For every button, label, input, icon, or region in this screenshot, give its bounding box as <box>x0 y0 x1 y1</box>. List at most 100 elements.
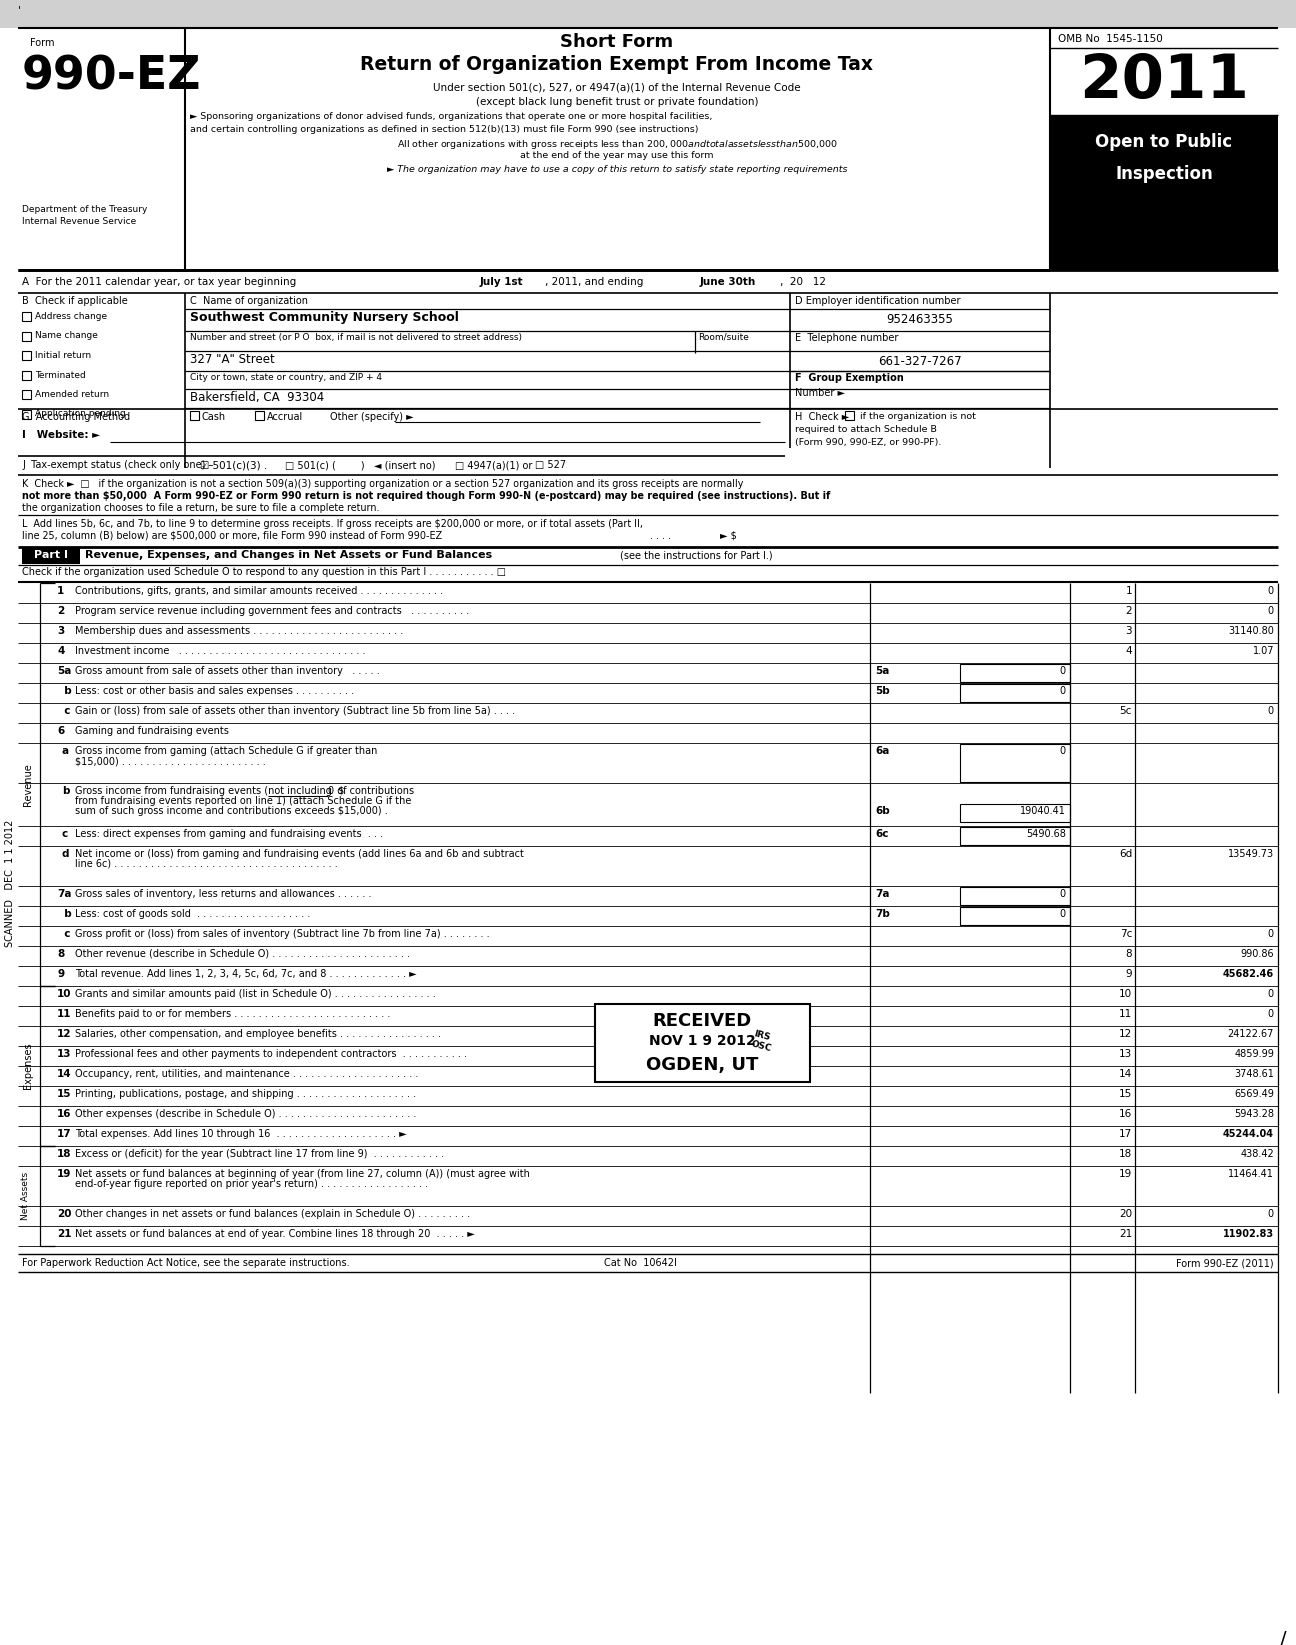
Text: the organization chooses to file a return, be sure to file a complete return.: the organization chooses to file a retur… <box>22 503 380 513</box>
Text: 13: 13 <box>57 1050 71 1059</box>
Bar <box>1050 115 1278 270</box>
Text: sum of such gross income and contributions exceeds $15,000) .: sum of such gross income and contributio… <box>75 806 388 816</box>
Text: Contributions, gifts, grants, and similar amounts received . . . . . . . . . . .: Contributions, gifts, grants, and simila… <box>75 586 443 595</box>
Text: Total expenses. Add lines 10 through 16  . . . . . . . . . . . . . . . . . . . .: Total expenses. Add lines 10 through 16 … <box>75 1128 407 1138</box>
Text: 9: 9 <box>1125 969 1131 979</box>
Text: Accrual: Accrual <box>267 411 303 423</box>
Bar <box>960 906 1070 924</box>
Text: 15: 15 <box>1118 1089 1131 1099</box>
Text: ,  20   12: , 20 12 <box>780 276 826 286</box>
Text: 19: 19 <box>1118 1170 1131 1179</box>
Text: 0: 0 <box>1060 666 1067 676</box>
Text: Other expenses (describe in Schedule O) . . . . . . . . . . . . . . . . . . . . : Other expenses (describe in Schedule O) … <box>75 1109 416 1119</box>
Text: c: c <box>62 829 69 839</box>
Text: Excess or (deficit) for the year (Subtract line 17 from line 9)  . . . . . . . .: Excess or (deficit) for the year (Subtra… <box>75 1148 445 1160</box>
Text: 2: 2 <box>57 605 65 615</box>
Text: 0: 0 <box>1060 745 1067 757</box>
Bar <box>22 350 31 360</box>
Text: from fundraising events reported on line 1) (attach Schedule G if the: from fundraising events reported on line… <box>75 796 411 806</box>
Text: Application pending: Application pending <box>35 410 126 418</box>
Text: L  Add lines 5b, 6c, and 7b, to line 9 to determine gross receipts. If gross rec: L Add lines 5b, 6c, and 7b, to line 9 to… <box>22 520 643 530</box>
Text: Terminated: Terminated <box>35 370 86 380</box>
Text: Other changes in net assets or fund balances (explain in Schedule O) . . . . . .: Other changes in net assets or fund bala… <box>75 1209 470 1219</box>
Text: c: c <box>57 929 70 939</box>
Text: 11: 11 <box>1118 1008 1131 1018</box>
Bar <box>22 548 80 564</box>
Text: □ 4947(a)(1) or: □ 4947(a)(1) or <box>455 461 533 470</box>
Text: Part I: Part I <box>34 549 67 559</box>
Text: 18: 18 <box>57 1148 71 1160</box>
Bar <box>960 804 1070 822</box>
Bar <box>22 313 31 321</box>
Text: 5943.28: 5943.28 <box>1234 1109 1274 1119</box>
Text: 21: 21 <box>1118 1229 1131 1239</box>
Text: ': ' <box>18 5 21 15</box>
Text: 5490.68: 5490.68 <box>1026 829 1067 839</box>
Bar <box>22 390 31 400</box>
Text: Southwest Community Nursery School: Southwest Community Nursery School <box>191 311 459 324</box>
Bar <box>845 411 854 419</box>
Text: Net assets or fund balances at end of year. Combine lines 18 through 20  . . . .: Net assets or fund balances at end of ye… <box>75 1229 474 1239</box>
Text: 0: 0 <box>1267 1008 1274 1018</box>
Text: 4: 4 <box>57 646 65 656</box>
Text: Inspection: Inspection <box>1115 164 1213 183</box>
Text: 11902.83: 11902.83 <box>1223 1229 1274 1239</box>
Text: City or town, state or country, and ZIP + 4: City or town, state or country, and ZIP … <box>191 373 382 382</box>
Text: $15,000) . . . . . . . . . . . . . . . . . . . . . . . .: $15,000) . . . . . . . . . . . . . . . .… <box>75 757 266 767</box>
Text: 14: 14 <box>1118 1069 1131 1079</box>
Text: Address change: Address change <box>35 313 108 321</box>
Text: Less: direct expenses from gaming and fundraising events  . . .: Less: direct expenses from gaming and fu… <box>75 829 384 839</box>
Text: Net income or (loss) from gaming and fundraising events (add lines 6a and 6b and: Net income or (loss) from gaming and fun… <box>75 849 524 859</box>
Text: Gaming and fundraising events: Gaming and fundraising events <box>75 725 229 735</box>
Text: 952463355: 952463355 <box>886 313 954 326</box>
Text: 17: 17 <box>1118 1128 1131 1138</box>
Text: 7b: 7b <box>875 910 890 920</box>
Text: 45682.46: 45682.46 <box>1223 969 1274 979</box>
Text: 3: 3 <box>57 627 65 637</box>
Text: d: d <box>62 849 70 859</box>
Text: b: b <box>57 910 71 920</box>
Text: 19040.41: 19040.41 <box>1020 806 1067 816</box>
Text: Under section 501(c), 527, or 4947(a)(1) of the Internal Revenue Code: Under section 501(c), 527, or 4947(a)(1)… <box>433 82 801 94</box>
Text: Grants and similar amounts paid (list in Schedule O) . . . . . . . . . . . . . .: Grants and similar amounts paid (list in… <box>75 989 435 999</box>
Text: F  Group Exemption: F Group Exemption <box>794 373 903 383</box>
Text: 13: 13 <box>1118 1050 1131 1059</box>
Text: at the end of the year may use this form: at the end of the year may use this form <box>520 151 714 160</box>
Text: 13549.73: 13549.73 <box>1227 849 1274 859</box>
Text: K  Check ►  □   if the organization is not a section 509(a)(3) supporting organi: K Check ► □ if the organization is not a… <box>22 479 744 489</box>
Text: Occupancy, rent, utilities, and maintenance . . . . . . . . . . . . . . . . . . : Occupancy, rent, utilities, and maintena… <box>75 1069 419 1079</box>
Text: J  Tax-exempt status (check only one) –: J Tax-exempt status (check only one) – <box>22 461 214 470</box>
Text: □ 501(c) (        )   ◄ (insert no): □ 501(c) ( ) ◄ (insert no) <box>285 461 435 470</box>
Text: A  For the 2011 calendar year, or tax year beginning: A For the 2011 calendar year, or tax yea… <box>22 276 297 286</box>
Text: 6c: 6c <box>875 829 889 839</box>
Text: Other revenue (describe in Schedule O) . . . . . . . . . . . . . . . . . . . . .: Other revenue (describe in Schedule O) .… <box>75 949 410 959</box>
Text: line 6c) . . . . . . . . . . . . . . . . . . . . . . . . . . . . . . . . . . . .: line 6c) . . . . . . . . . . . . . . . .… <box>75 859 338 869</box>
Text: ► The organization may have to use a copy of this return to satisfy state report: ► The organization may have to use a cop… <box>386 164 848 174</box>
Text: 1: 1 <box>1125 586 1131 595</box>
Text: 990.86: 990.86 <box>1240 949 1274 959</box>
Text: line 25, column (B) below) are $500,000 or more, file Form 990 instead of Form 9: line 25, column (B) below) are $500,000 … <box>22 531 442 541</box>
Bar <box>255 411 264 419</box>
Text: D Employer identification number: D Employer identification number <box>794 296 960 306</box>
Bar <box>960 744 1070 781</box>
Text: 661-327-7267: 661-327-7267 <box>879 355 962 368</box>
Text: Form: Form <box>30 38 54 48</box>
Text: Revenue, Expenses, and Changes in Net Assets or Fund Balances: Revenue, Expenses, and Changes in Net As… <box>86 549 492 559</box>
Text: 6569.49: 6569.49 <box>1234 1089 1274 1099</box>
Text: and certain controlling organizations as defined in section 512(b)(13) must file: and certain controlling organizations as… <box>191 125 699 133</box>
Text: Less: cost of goods sold  . . . . . . . . . . . . . . . . . . .: Less: cost of goods sold . . . . . . . .… <box>75 910 310 920</box>
Text: 0: 0 <box>1060 910 1067 920</box>
Text: Initial return: Initial return <box>35 350 91 360</box>
Text: 0: 0 <box>1267 586 1274 595</box>
Text: 0: 0 <box>1060 888 1067 900</box>
Text: Number ►: Number ► <box>794 388 845 398</box>
Text: OGDEN, UT: OGDEN, UT <box>645 1056 758 1074</box>
Text: Professional fees and other payments to independent contractors  . . . . . . . .: Professional fees and other payments to … <box>75 1050 467 1059</box>
Text: For Paperwork Reduction Act Notice, see the separate instructions.: For Paperwork Reduction Act Notice, see … <box>22 1258 350 1268</box>
Text: Cash: Cash <box>202 411 226 423</box>
Text: Internal Revenue Service: Internal Revenue Service <box>22 217 136 225</box>
Text: 14: 14 <box>57 1069 71 1079</box>
Bar <box>22 370 31 380</box>
Text: 6d: 6d <box>1118 849 1131 859</box>
Text: not more than $50,000  A Form 990-EZ or Form 990 return is not required though F: not more than $50,000 A Form 990-EZ or F… <box>22 490 831 502</box>
